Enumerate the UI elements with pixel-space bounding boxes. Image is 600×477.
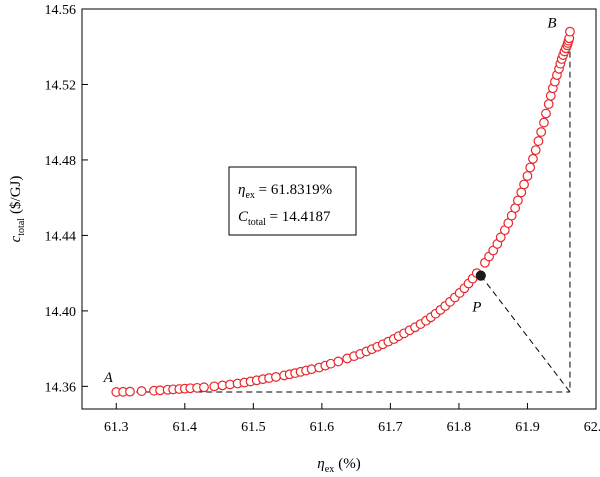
annotation-c-symbol: C [238, 209, 249, 225]
x-tick-label: 61.3 [104, 420, 129, 435]
y-axis-unit: ($/GJ) [8, 176, 24, 214]
x-tick-label: 61.5 [241, 420, 266, 435]
annotation-c-value: = 14.4187 [266, 209, 331, 225]
guide-line-diagonal [480, 275, 571, 393]
data-point [199, 382, 209, 393]
data-point [209, 381, 220, 392]
data-point [525, 162, 536, 173]
x-axis-title: ηex (%) [317, 456, 360, 475]
data-point [530, 145, 541, 156]
y-tick-label: 14.36 [45, 380, 77, 395]
data-point [543, 99, 554, 109]
x-tick-label: 61.9 [515, 420, 540, 435]
x-axis-subscript: ex [325, 464, 334, 475]
data-point [495, 232, 506, 243]
data-point [539, 117, 549, 128]
optimal-point-marker [475, 270, 486, 281]
y-tick-label: 14.56 [45, 3, 77, 18]
data-points [111, 26, 575, 397]
data-point [536, 127, 547, 137]
x-tick-label: 62.0 [584, 420, 600, 435]
annotation-line-2: Ctotal = 14.4187 [238, 209, 331, 228]
plot-frame [81, 8, 597, 410]
data-point [519, 179, 529, 190]
annotation-c-subscript: total [248, 217, 266, 228]
data-point [541, 108, 551, 119]
data-point [512, 195, 523, 206]
data-point [516, 187, 527, 198]
y-tick-label: 14.52 [45, 78, 77, 93]
data-point [533, 136, 544, 146]
point-label-b: B [547, 16, 556, 32]
point-labels: A B P [103, 16, 557, 386]
annotation-eta-subscript: ex [245, 190, 254, 201]
y-tick-label: 14.48 [45, 154, 77, 169]
annotation-line-1: ηex = 61.8319% [238, 182, 332, 201]
point-label-p: P [471, 300, 481, 316]
data-point [528, 153, 538, 164]
data-point [565, 26, 575, 37]
x-tick-label: 61.7 [378, 420, 403, 435]
x-axis-unit: (%) [338, 456, 361, 472]
y-axis-title: ctotal ($/GJ) [8, 176, 27, 243]
y-axis-symbol: c [8, 235, 24, 242]
x-tick-label: 61.8 [447, 420, 472, 435]
y-axis-subscript: total [16, 218, 27, 236]
annotation-eta-value: = 61.8319% [255, 182, 332, 198]
y-tick-label: 14.40 [45, 305, 77, 320]
data-point [522, 171, 533, 181]
data-point [125, 386, 135, 397]
x-tick-label: 61.4 [173, 420, 198, 435]
data-point [333, 356, 344, 367]
y-tick-label: 14.44 [45, 229, 77, 244]
x-axis-symbol: η [317, 456, 324, 472]
data-point [136, 386, 147, 396]
axis-ticks: 61.3 61.4 61.5 61.6 61.7 61.8 61.9 62.0 14.36 14.… [45, 3, 600, 435]
x-tick-label: 61.6 [310, 420, 335, 435]
annotation-frame [228, 166, 357, 236]
point-label-a: A [103, 370, 114, 386]
annotation-eta-symbol: η [238, 182, 245, 198]
data-point [271, 372, 281, 382]
annotation-box: ηex = 61.8319% Ctotal = 14.4187 [228, 166, 357, 236]
